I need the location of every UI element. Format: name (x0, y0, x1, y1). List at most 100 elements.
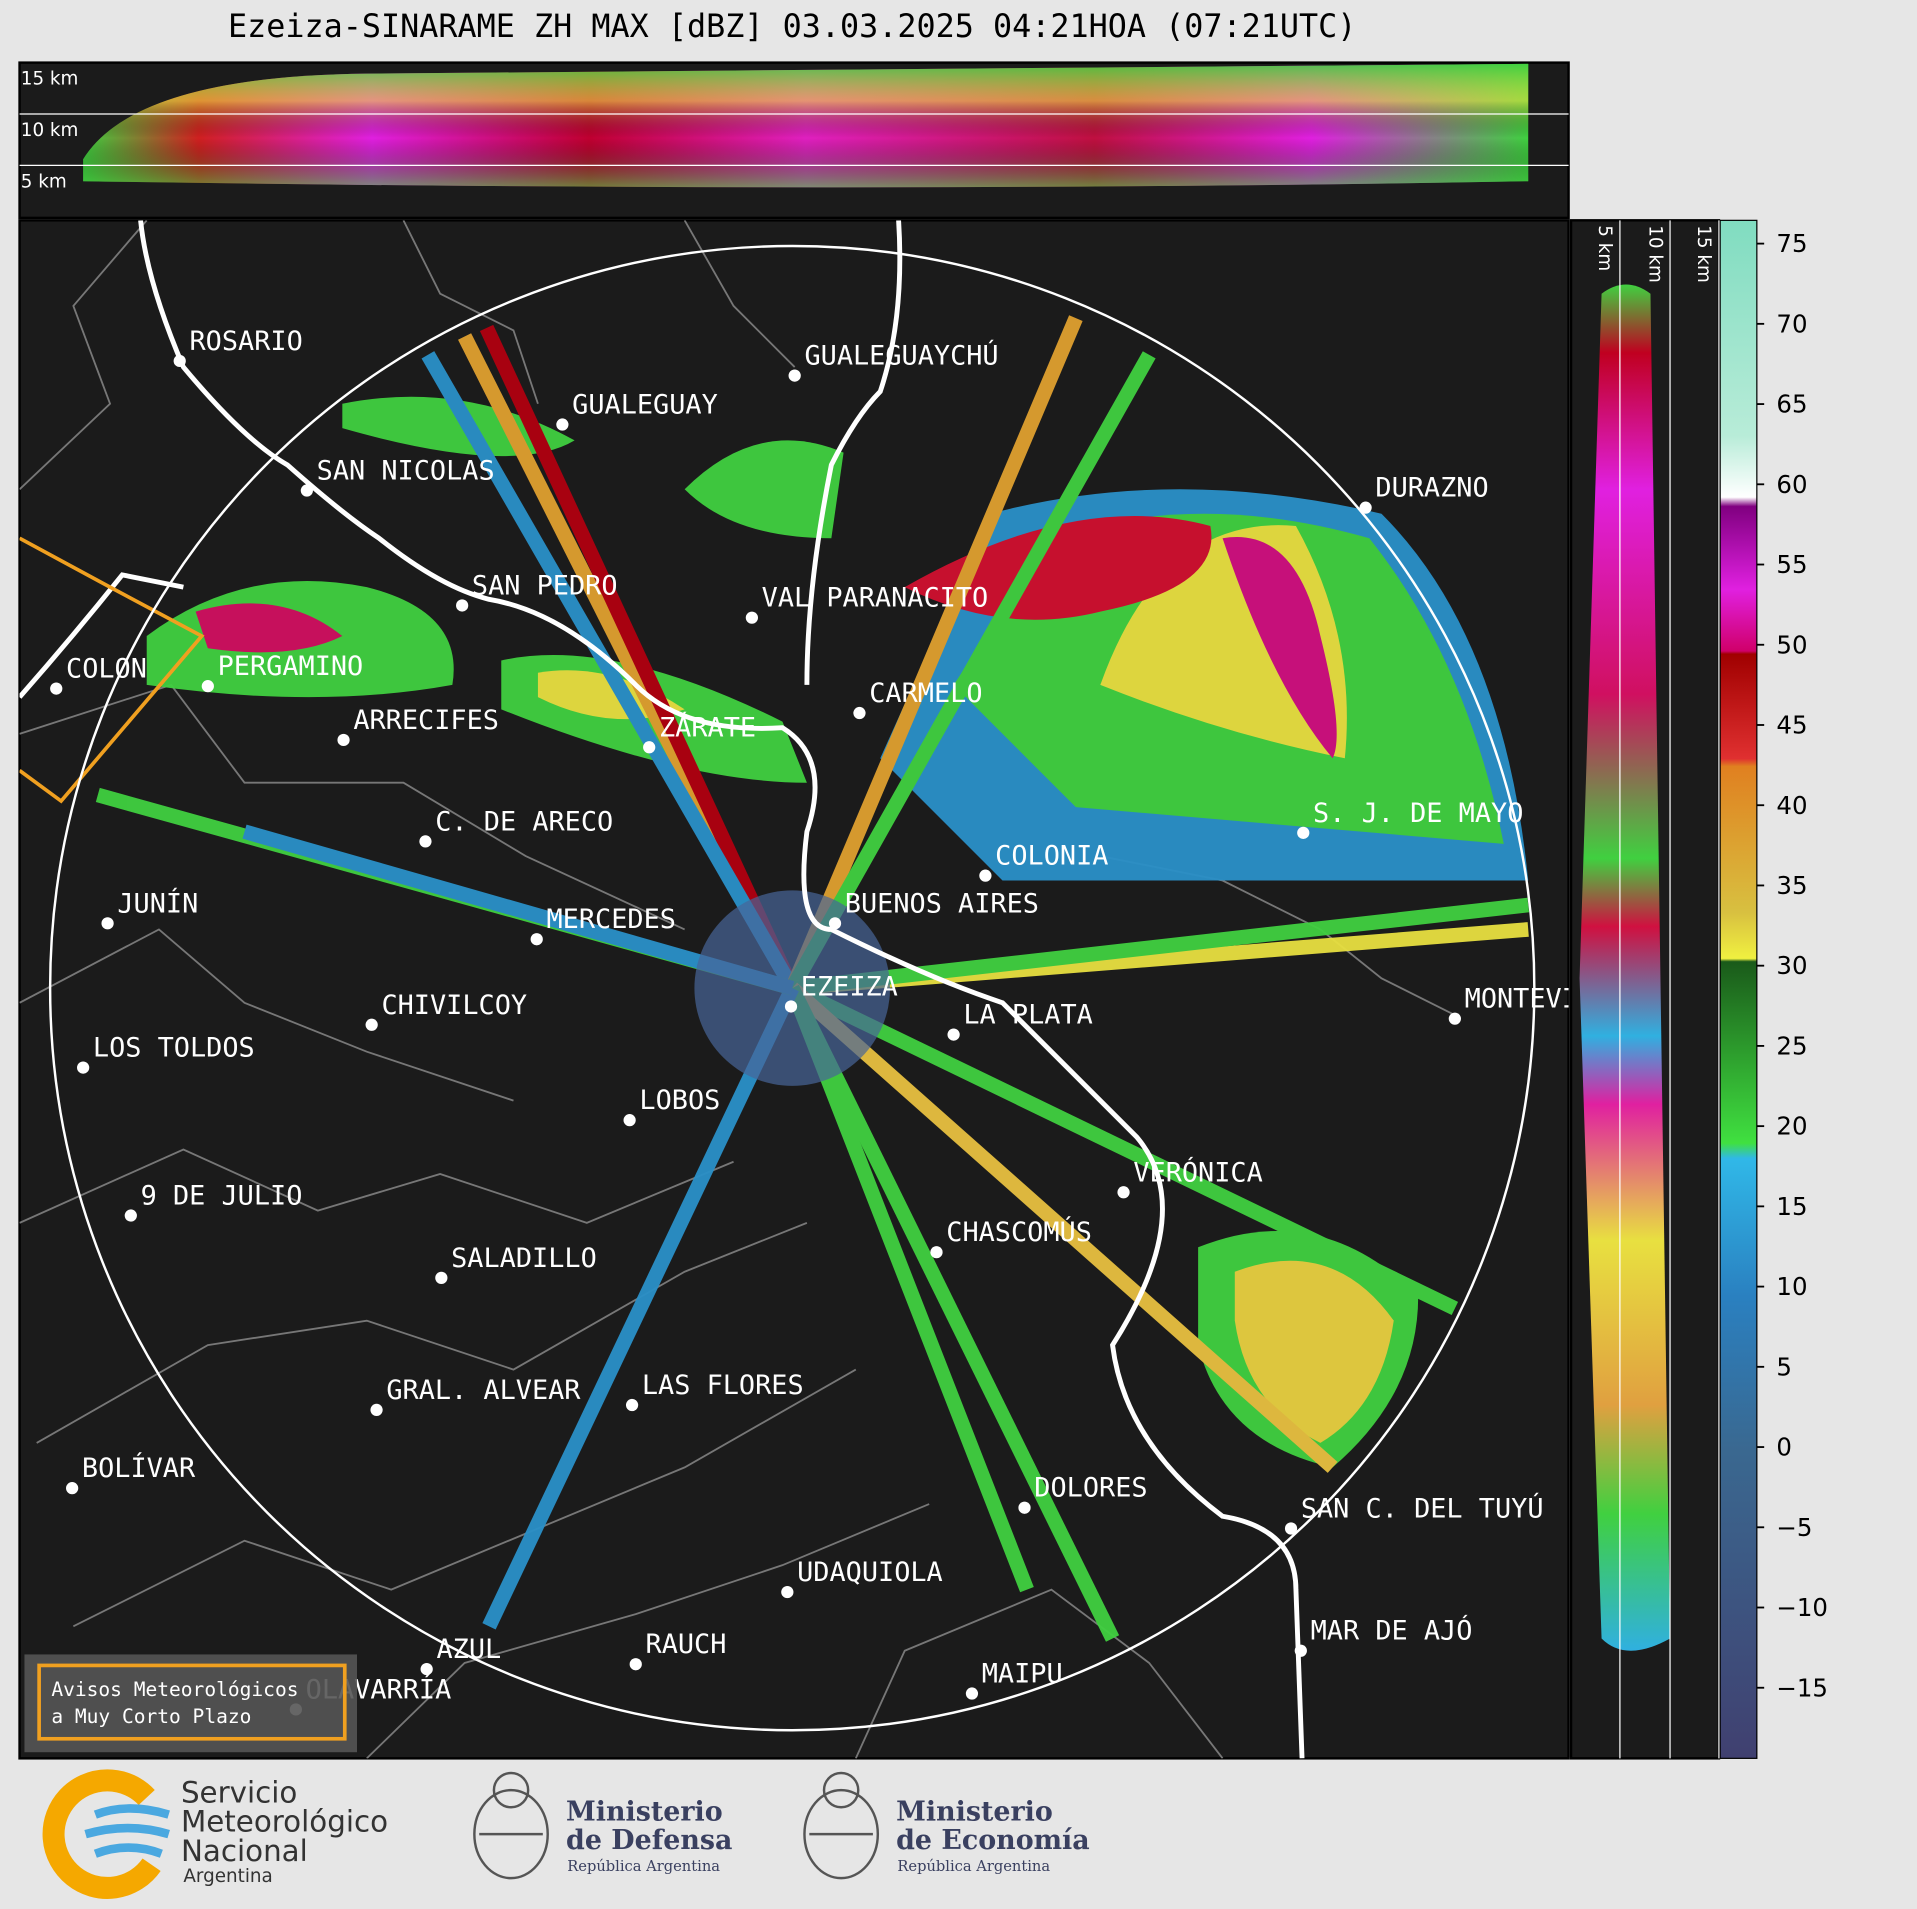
city-dot (1117, 1186, 1130, 1199)
city-label: BOLÍVAR (82, 1452, 196, 1484)
notice-bg (24, 1654, 357, 1753)
city-label: VAL PARANACITO (762, 583, 989, 614)
notice-text: Avisos Meteorológicos (51, 1678, 298, 1701)
city-dot (1294, 1644, 1307, 1657)
colorbar-label: −10 (1776, 1593, 1828, 1622)
map-content: ROSARIO GUALEGUAYCHÚ GUALEGUAY SAN NICOLAS D… (19, 220, 1627, 1759)
ministry: de Defensa (566, 1825, 732, 1856)
city-label: CHIVILCOY (381, 990, 527, 1021)
city-label: UDAQUIOLA (797, 1557, 943, 1588)
city-dot (530, 933, 543, 946)
city-dot (77, 1061, 90, 1074)
city-dot (173, 354, 186, 368)
colorbar-label: 40 (1776, 791, 1807, 820)
height-label: 10 km (21, 120, 79, 141)
city-label: JUNÍN (117, 887, 198, 919)
ministry-sub: República Argentina (897, 1858, 1050, 1875)
notice-frame[interactable] (37, 1663, 347, 1741)
city-label: S. J. DE MAYO (1313, 798, 1523, 829)
city-dot (784, 1000, 798, 1013)
city-label: MONTEVIDEO (1465, 984, 1627, 1015)
range-ring (48, 244, 1536, 1732)
city-label: GUALEGUAYCHÚ (804, 340, 998, 372)
smn-logo (42, 1769, 170, 1899)
city-dot (1359, 501, 1372, 514)
city-dot (623, 1114, 636, 1127)
city-dot (124, 1209, 137, 1222)
ministry-sub: República Argentina (567, 1858, 720, 1875)
coastline (19, 220, 1305, 1759)
notice-text: a Muy Corto Plazo (51, 1705, 251, 1728)
colorbar-label: 20 (1776, 1112, 1807, 1141)
city-label: C. DE ARECO (435, 806, 613, 837)
city-dot (965, 1687, 979, 1700)
colorbar-label: 50 (1776, 630, 1807, 659)
city-dot (456, 599, 469, 612)
city-label: DURAZNO (1375, 473, 1488, 504)
city-label: LA PLATA (963, 1000, 1092, 1031)
top-echo-shade (83, 63, 1529, 188)
smn-name: Servicio (181, 1775, 297, 1809)
city-label: LOBOS (639, 1085, 720, 1116)
colorbar-label: 0 (1776, 1433, 1792, 1462)
colorbar-label: 70 (1776, 309, 1807, 338)
city-dot (629, 1658, 642, 1671)
city-label: SALADILLO (451, 1243, 597, 1274)
height-label: 10 km (1644, 225, 1665, 283)
city-label: CARMELO (869, 678, 982, 709)
city-label: SAN C. DEL TUYÚ (1301, 1492, 1544, 1524)
colorbar (1719, 219, 1758, 1759)
colorbar-label: 60 (1776, 470, 1807, 499)
highlight-area (19, 536, 205, 804)
city-label: AZUL (436, 1634, 501, 1665)
city-dot (201, 680, 214, 693)
city-dot (1448, 1012, 1461, 1025)
borders (19, 220, 1456, 1759)
ministry: Ministerio (566, 1797, 723, 1828)
seal (803, 1771, 880, 1880)
city-dot (556, 418, 569, 431)
city-dot (625, 1398, 639, 1412)
colorbar-label: 65 (1776, 390, 1807, 419)
height-label: 15 km (1693, 225, 1714, 283)
city-label: EZEIZA (801, 971, 898, 1002)
colorbar-label: 15 (1776, 1192, 1807, 1221)
city-dot (745, 611, 758, 624)
city-label: ZÁRATE (659, 711, 756, 743)
height-label: 5 km (21, 171, 67, 192)
city-label: GRAL. ALVEAR (386, 1375, 581, 1406)
city-label: COLON (66, 654, 147, 685)
city-dot (300, 484, 313, 497)
ministry: Ministerio (896, 1797, 1053, 1828)
city-label: PERGAMINO (218, 651, 364, 682)
ministry: de Economía (896, 1825, 1090, 1856)
colorbar-label: 5 (1776, 1352, 1792, 1381)
city-label: LOS TOLDOS (93, 1033, 255, 1064)
city-dot (365, 1018, 378, 1031)
city-label: VERÓNICA (1133, 1156, 1262, 1188)
smn-country: Argentina (183, 1866, 272, 1887)
colorbar-label: −5 (1776, 1513, 1812, 1542)
city-dot (947, 1028, 960, 1041)
city-label: BUENOS AIRES (845, 888, 1039, 919)
city-dot (828, 917, 842, 930)
city-dot (101, 917, 114, 930)
colorbar-label: −15 (1776, 1673, 1828, 1702)
city-label: CHASCOMÚS (946, 1216, 1092, 1248)
colorbar-label: 35 (1776, 871, 1807, 900)
city-label: COLONIA (995, 841, 1108, 872)
smn-name: Meteorológico (181, 1805, 388, 1839)
height-label: 15 km (21, 69, 79, 90)
city-dot (788, 369, 801, 382)
smn-name: Nacional (181, 1834, 308, 1868)
city-label: SAN NICOLAS (317, 456, 495, 487)
colorbar-label: 30 (1776, 951, 1807, 980)
colorbar-label: 75 (1776, 229, 1807, 258)
city-dot (1018, 1501, 1031, 1514)
colorbar-label: 45 (1776, 711, 1807, 740)
city-dot (930, 1246, 943, 1259)
city-label: LAS FLORES (642, 1370, 804, 1401)
city-label: SAN PEDRO (472, 570, 618, 601)
city-dot (66, 1482, 79, 1495)
